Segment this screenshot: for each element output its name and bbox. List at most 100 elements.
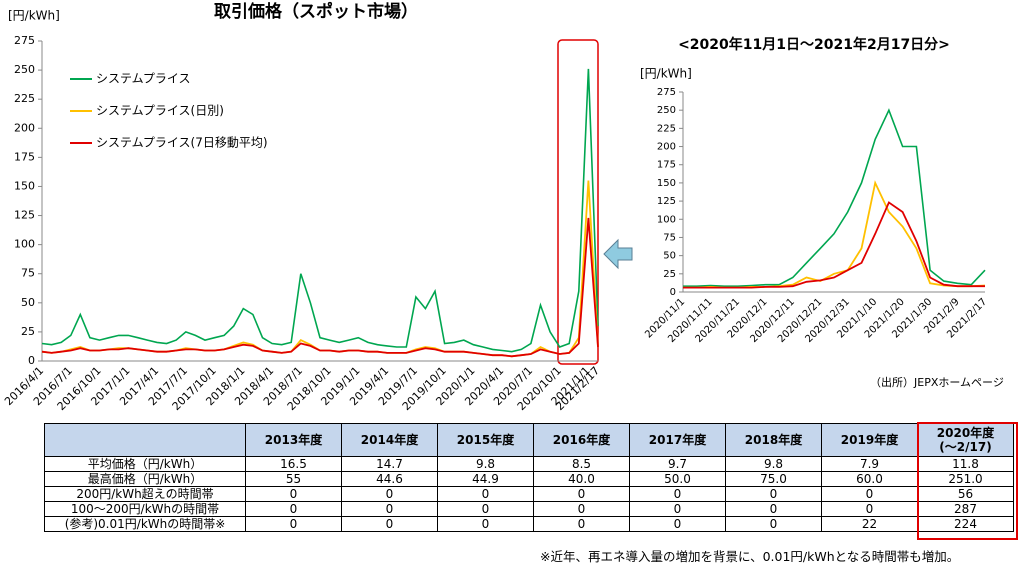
y-tick-label: 225: [657, 123, 676, 134]
table-cell: 最高価格（円/kWh）: [44, 471, 246, 487]
series-line: [41, 68, 599, 353]
y-tick-label: 25: [21, 325, 35, 338]
table-cell: 0: [821, 501, 918, 517]
legend-label: システムプライス: [96, 72, 191, 86]
table-cell: 2014年度: [341, 423, 438, 457]
table-cell: 0: [725, 516, 822, 532]
y-tick-label: 100: [14, 238, 35, 251]
table-row: 2013年度 2014年度 2015年度 2016年度 2017年度 2018年度 2019…: [44, 423, 1014, 457]
table-cell: 100～200円/kWhの時間帯: [44, 501, 246, 517]
table-cell: 平均価格（円/kWh）: [44, 456, 246, 472]
table-cell: 0: [725, 486, 822, 502]
highlight-box: [557, 39, 599, 365]
table-cell: 9.7: [629, 456, 726, 472]
table-cell: 0: [341, 501, 438, 517]
chart-title: <2020年11月1日～2021年2月17日分>: [678, 36, 950, 53]
y-tick-label: 175: [14, 150, 35, 163]
table-cell: (参考)0.01円/kWhの時間帯※: [44, 516, 246, 532]
table-cell: 0: [821, 486, 918, 502]
source: （出所）JEPXホームページ: [870, 375, 1004, 389]
y-tick-label: 200: [657, 142, 676, 153]
chart-title: 取引価格（スポット市場）: [214, 1, 418, 22]
y-tick-label: 150: [657, 178, 676, 189]
table-cell: 2019年度: [821, 423, 918, 457]
table-cell: 2017年度: [629, 423, 726, 457]
y-tick-label: 125: [657, 196, 676, 207]
y-tick-label: 75: [21, 267, 35, 280]
y-tick-label: 250: [14, 63, 35, 76]
table-cell: 0: [341, 486, 438, 502]
table-cell: 40.0: [533, 471, 630, 487]
table-cell: 0: [533, 516, 630, 532]
table-cell: 44.6: [341, 471, 438, 487]
table-cell: [44, 423, 246, 457]
series-line: [41, 180, 599, 358]
table-cell: 0: [533, 501, 630, 517]
y-tick-label: 0: [28, 354, 35, 367]
y-tick-label: 75: [663, 232, 676, 243]
table-cell: 44.9: [437, 471, 534, 487]
footnote: ※近年、再エネ導入量の増加を背景に、0.01円/kWhとなる時間帯も増加。: [540, 549, 960, 564]
y-tick-label: 50: [21, 296, 35, 309]
table-cell: 9.8: [437, 456, 534, 472]
y-tick-label: 50: [663, 251, 676, 262]
y-tick-label: 0: [670, 287, 676, 298]
table-cell: 2018年度: [725, 423, 822, 457]
table-cell: 2020年度 (～2/17): [917, 423, 1014, 457]
table-row: 100～200円/kWhの時間帯 0 0 0 0 0 0 0 287: [44, 501, 1014, 517]
y-axis-label: [円/kWh]: [640, 67, 692, 81]
y-axis-label: [円/kWh]: [8, 9, 60, 23]
table-cell: 200円/kWh超えの時間帯: [44, 486, 246, 502]
y-tick-label: 275: [657, 87, 676, 98]
y-tick-label: 175: [657, 160, 676, 171]
table-row: (参考)0.01円/kWhの時間帯※ 0 0 0 0 0 0 22 224: [44, 516, 1014, 532]
table-cell: 0: [629, 501, 726, 517]
table-cell: 0: [245, 501, 342, 517]
y-tick-label: 200: [14, 121, 35, 134]
table-cell: 2015年度: [437, 423, 534, 457]
table-cell: 7.9: [821, 456, 918, 472]
table-cell: 16.5: [245, 456, 342, 472]
table-cell: 251.0: [917, 471, 1014, 487]
series-line: [683, 180, 986, 289]
y-tick-label: 275: [14, 34, 35, 47]
table-cell: 0: [437, 516, 534, 532]
legend-label: システムプライス(7日移動平均): [96, 136, 268, 150]
charts: 取引価格（スポット市場） [円/kWh] <2020年11月1日～2021年2月…: [2, 1, 1004, 413]
table-cell: 2016年度: [533, 423, 630, 457]
arrow: [603, 238, 633, 270]
y-tick-label: 250: [657, 105, 676, 116]
table-row: 200円/kWh超えの時間帯 0 0 0 0 0 0 0 56: [44, 486, 1014, 502]
table-cell: 56: [917, 486, 1014, 502]
y-tick-label: 25: [663, 269, 676, 280]
table-cell: 8.5: [533, 456, 630, 472]
table-row: 最高価格（円/kWh） 55 44.6 44.9 40.0 50.0 75.0 60.0 251…: [44, 471, 1014, 487]
table-row: 平均価格（円/kWh） 16.5 14.7 9.8 8.5 9.7 9.8 7.9 11.8: [44, 456, 1014, 472]
y-tick-label: 225: [14, 92, 35, 105]
table-cell: 0: [725, 501, 822, 517]
table-cell: 0: [437, 486, 534, 502]
series-line: [41, 217, 599, 358]
series-line: [683, 108, 986, 287]
table-cell: 50.0: [629, 471, 726, 487]
table-cell: 287: [917, 501, 1014, 517]
table-cell: 0: [629, 516, 726, 532]
table-cell: 0: [245, 486, 342, 502]
table-cell: 224: [917, 516, 1014, 532]
table-cell: 0: [629, 486, 726, 502]
table-cell: 22: [821, 516, 918, 532]
table-cell: 0: [245, 516, 342, 532]
table-cell: 75.0: [725, 471, 822, 487]
table-cell: 2013年度: [245, 423, 342, 457]
legend-label: システムプライス(日別): [96, 104, 224, 118]
series-line: [683, 201, 985, 289]
table-cell: 60.0: [821, 471, 918, 487]
table: 2013年度 2014年度 2015年度 2016年度 2017年度 2018年度 2019…: [44, 423, 1014, 532]
table-cell: 55: [245, 471, 342, 487]
table-cell: 0: [533, 486, 630, 502]
y-tick-label: 100: [657, 214, 676, 225]
table-cell: 0: [341, 516, 438, 532]
y-tick-label: 125: [14, 209, 35, 222]
y-tick-label: 150: [14, 179, 35, 192]
